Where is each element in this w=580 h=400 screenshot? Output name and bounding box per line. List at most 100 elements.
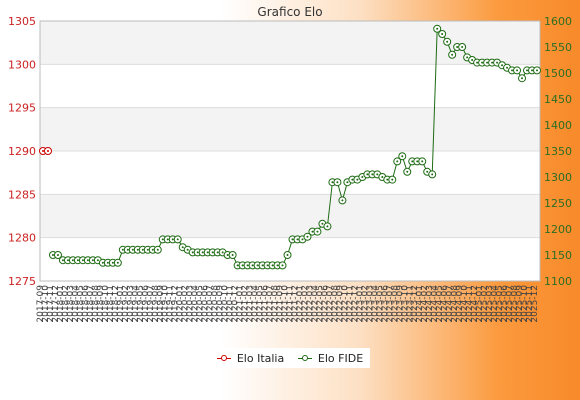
data-point-dot-elo-fide [116, 261, 119, 264]
data-point-dot-elo-fide [171, 238, 174, 241]
x-tick-label: 2023-04 [370, 285, 380, 323]
data-point-dot-elo-fide [246, 264, 249, 267]
legend-item-elo-fide: Elo FIDE [297, 351, 364, 365]
data-point-dot-elo-fide [371, 173, 374, 176]
x-tick-label: 2023-03 [365, 285, 375, 323]
y-right-tick-label: 1550 [544, 41, 572, 54]
data-point-dot-elo-fide [386, 178, 389, 181]
chart-title: Grafico Elo [257, 5, 322, 19]
x-tick-label: 2021-12 [290, 285, 300, 323]
x-tick-label: 2017-11 [46, 285, 56, 323]
data-point-dot-elo-fide [451, 53, 454, 56]
x-tick-label: 2020-01 [176, 285, 186, 323]
x-tick-label: 2022-03 [305, 285, 315, 323]
data-point-dot-elo-fide [66, 259, 69, 262]
x-tick-label: 2019-06 [141, 285, 151, 323]
data-point-dot-elo-italia [42, 150, 44, 152]
x-tick-label: 2024-07 [445, 285, 455, 323]
data-point-dot-elo-fide [446, 40, 449, 43]
data-point-dot-elo-fide [196, 251, 199, 254]
x-tick-label: 2022-07 [325, 285, 335, 323]
y-left-tick-label: 1295 [8, 102, 36, 115]
x-tick-label: 2023-11 [405, 285, 415, 323]
data-point-dot-elo-fide [471, 59, 474, 61]
data-point-dot-elo-fide [321, 222, 324, 225]
data-point-dot-elo-fide [151, 248, 154, 251]
data-point-dot-elo-fide [411, 160, 414, 163]
y-right-tick-label: 1250 [544, 197, 572, 210]
x-tick-label: 2023-10 [400, 285, 410, 323]
data-point-dot-elo-fide [356, 178, 359, 181]
data-point-dot-elo-fide [91, 259, 94, 262]
data-point-dot-elo-fide [271, 264, 274, 267]
data-point-dot-elo-fide [491, 61, 494, 64]
y-right-tick-label: 1300 [544, 171, 572, 184]
data-point-dot-elo-fide [336, 181, 339, 184]
data-point-dot-elo-fide [341, 199, 344, 202]
legend-label-elo-fide: Elo FIDE [317, 351, 364, 365]
x-tick-label: 2020-11 [226, 285, 236, 323]
data-point-dot-elo-fide [401, 155, 404, 158]
data-point-dot-elo-fide [486, 61, 489, 64]
data-point-dot-elo-fide [351, 178, 354, 181]
x-tick-label: 2020-04 [191, 285, 201, 323]
x-tick-label: 2018-09 [96, 285, 106, 323]
x-tick-label: 2023-12 [410, 285, 420, 323]
plot-band [40, 107, 540, 151]
plot-band [40, 64, 540, 108]
data-point-dot-elo-fide [281, 264, 284, 267]
data-point-dot-elo-fide [301, 238, 304, 241]
x-tick-label: 2018-08 [91, 285, 101, 323]
data-point-dot-elo-fide [511, 69, 514, 72]
data-point-dot-elo-fide [251, 264, 254, 267]
x-tick-label: 2025-04 [490, 285, 500, 323]
data-point-dot-elo-fide [191, 251, 194, 254]
data-point-dot-elo-fide [536, 69, 538, 72]
data-point-dot-elo-fide [391, 178, 394, 181]
x-tick-label: 2025-02 [480, 285, 490, 323]
data-point-dot-elo-fide [106, 261, 109, 264]
y-right-tick-label: 1350 [544, 145, 572, 158]
x-tick-label: 2024-04 [430, 285, 440, 323]
data-point-dot-elo-fide [441, 33, 444, 35]
x-tick-label: 2021-07 [266, 285, 276, 323]
x-tick-label: 2017-12 [51, 285, 61, 323]
data-point-dot-elo-fide [261, 264, 264, 267]
x-tick-label: 2020-07 [206, 285, 216, 323]
x-tick-label: 2020-09 [216, 285, 226, 323]
x-tick-label: 2024-09 [455, 285, 465, 323]
data-point-dot-elo-fide [206, 251, 209, 254]
data-point-dot-elo-fide [96, 259, 99, 262]
data-point-dot-elo-fide [81, 259, 84, 262]
x-tick-label: 2019-04 [131, 285, 141, 323]
x-tick-label: 2025-01 [475, 285, 485, 323]
data-point-dot-elo-fide [131, 248, 134, 251]
x-tick-label: 2024-01 [415, 285, 425, 323]
data-point-dot-elo-fide [291, 238, 294, 241]
legend-item-elo-italia: Elo Italia [216, 352, 284, 365]
x-tick-label: 2023-08 [390, 285, 400, 323]
y-right-tick-label: 1500 [544, 67, 572, 80]
x-tick-label: 2020-10 [221, 285, 231, 323]
x-tick-label: 2018-01 [56, 285, 66, 323]
data-point-dot-elo-fide [256, 264, 259, 267]
data-point-dot-elo-fide [476, 61, 479, 64]
data-point-dot-elo-fide [346, 181, 349, 184]
data-point-dot-elo-fide [111, 261, 114, 264]
x-tick-label: 2019-09 [156, 285, 166, 323]
data-point-dot-elo-fide [421, 160, 424, 163]
data-point-dot-elo-fide [506, 66, 509, 69]
data-point-dot-elo-fide [141, 248, 144, 251]
y-right-tick-label: 1100 [544, 275, 572, 288]
x-tick-label: 2025-10 [520, 285, 530, 323]
data-point-dot-elo-fide [216, 251, 219, 254]
x-tick-label: 2021-06 [261, 285, 271, 323]
x-tick-label: 2025-11 [525, 285, 535, 323]
data-point-dot-elo-fide [101, 261, 104, 264]
data-point-dot-elo-fide [166, 238, 169, 241]
data-point-dot-elo-fide [221, 251, 224, 254]
y-left-tick-label: 1275 [8, 275, 36, 288]
x-tick-label: 2025-12 [530, 285, 540, 323]
x-tick-label: 2018-05 [76, 285, 86, 323]
